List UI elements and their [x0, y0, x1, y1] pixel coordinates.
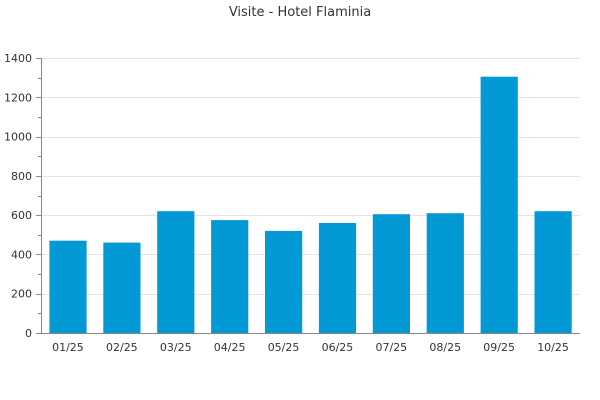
x-tick-label: 03/25	[160, 341, 192, 354]
bar	[157, 211, 195, 333]
bar	[534, 211, 572, 333]
x-tick-label: 02/25	[106, 341, 138, 354]
bar	[265, 230, 303, 333]
bar	[426, 213, 464, 333]
bar	[480, 76, 518, 333]
y-tick-labels: 0 200 400 600 800 1000 1200 1400	[4, 52, 32, 340]
chart-title: Visite - Hotel Flaminia	[229, 5, 371, 20]
bar	[103, 242, 141, 333]
bars	[49, 76, 572, 333]
x-tick-label: 10/25	[537, 341, 569, 354]
x-tick-label: 04/25	[214, 341, 246, 354]
y-tick-label: 0	[25, 327, 32, 340]
x-tick-label: 05/25	[268, 341, 300, 354]
y-tick-label: 200	[11, 288, 32, 301]
axes	[36, 58, 580, 334]
x-tick-label: 09/25	[483, 341, 515, 354]
y-tick-label: 400	[11, 248, 32, 261]
y-tick-label: 800	[11, 170, 32, 183]
y-tick-label: 1200	[4, 91, 32, 104]
x-tick-label: 06/25	[322, 341, 354, 354]
bar	[318, 223, 357, 333]
y-tick-label: 600	[11, 209, 32, 222]
x-tick-label: 08/25	[429, 341, 461, 354]
bar	[49, 240, 87, 333]
x-tick-label: 01/25	[52, 341, 84, 354]
y-tick-label: 1400	[4, 52, 32, 65]
y-tick-label: 1000	[4, 131, 32, 144]
x-tick-labels: 01/25 02/25 03/25 04/25 05/25 06/25 07/25 08/25…	[52, 341, 569, 354]
x-tick-label: 07/25	[375, 341, 407, 354]
bar	[211, 220, 249, 333]
bar	[372, 214, 410, 333]
